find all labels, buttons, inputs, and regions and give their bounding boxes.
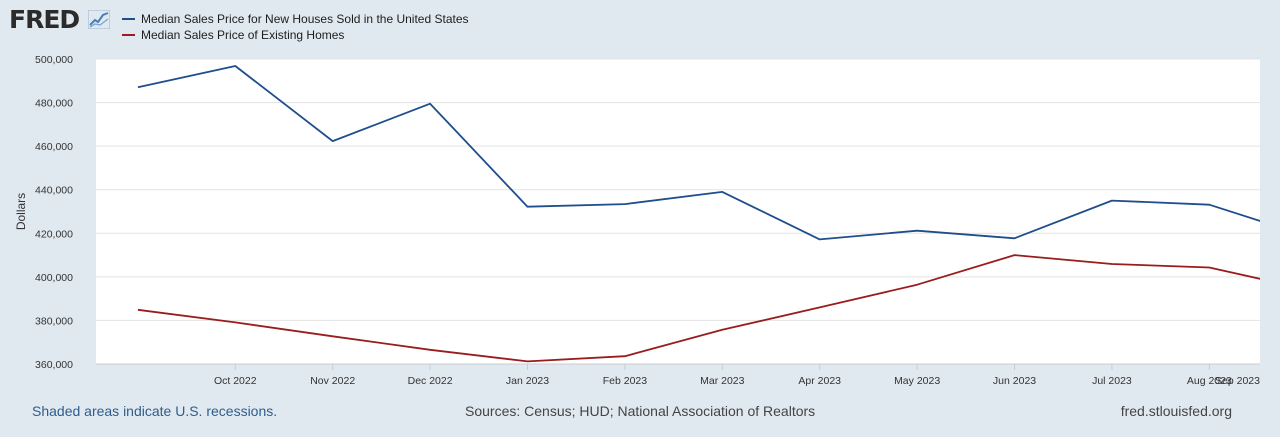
y-tick-label: 400,000 [35, 272, 73, 284]
x-tick-label: Apr 2023 [798, 375, 841, 387]
x-tick-label: Aug 2023 [1187, 375, 1232, 387]
y-tick-label: 360,000 [35, 359, 73, 371]
x-axis: Oct 2022 Nov 2022 Dec 2022 Jan 2023 Feb 2023… [96, 363, 1260, 387]
footer: Shaded areas indicate U.S. recessions. S… [0, 400, 1280, 424]
sources-text: Sources: Census; HUD; National Associati… [465, 403, 816, 419]
x-tick-label: Dec 2022 [408, 375, 453, 387]
recession-note[interactable]: Shaded areas indicate U.S. recessions. [32, 403, 278, 419]
x-tick-label: May 2023 [894, 375, 940, 387]
x-tick-label: Sep 2023 [1215, 375, 1260, 387]
y-tick-label: 420,000 [35, 228, 73, 240]
y-tick-label: 380,000 [35, 315, 73, 327]
line-chart: 360,000 380,000 400,000 420,000 440,000 460,0… [14, 54, 1280, 387]
x-tick-label: Feb 2023 [603, 375, 648, 387]
y-axis: 360,000 380,000 400,000 420,000 440,000 460,0… [35, 54, 73, 371]
y-tick-label: 440,000 [35, 185, 73, 197]
y-tick-label: 500,000 [35, 54, 73, 66]
series-lines [137, 65, 1280, 363]
legend-item-existing-homes[interactable]: Median Sales Price of Existing Homes [122, 27, 469, 43]
x-tick-label: Mar 2023 [700, 375, 745, 387]
x-tick-label: Jan 2023 [506, 375, 549, 387]
x-tick-label: Oct 2022 [214, 375, 257, 387]
line-chart-icon [88, 10, 110, 29]
legend-label-new-houses: Median Sales Price for New Houses Sold i… [141, 12, 469, 26]
fred-logo[interactable]: FRED [9, 5, 80, 34]
y-tick-label: 480,000 [35, 98, 73, 110]
series-line-existing-homes[interactable] [137, 254, 1280, 363]
legend-swatch-existing-homes [122, 34, 135, 36]
legend-item-new-houses[interactable]: Median Sales Price for New Houses Sold i… [122, 11, 469, 27]
x-tick-label: Jun 2023 [993, 375, 1036, 387]
y-tick-label: 460,000 [35, 141, 73, 153]
chart-legend: Median Sales Price for New Houses Sold i… [122, 11, 469, 43]
header: FRED Median Sales Price for New Houses S… [0, 0, 1280, 46]
x-tick-label: Nov 2022 [310, 375, 355, 387]
plot-area [96, 59, 1260, 364]
series-line-new-houses[interactable] [137, 65, 1280, 241]
x-tick-label: Jul 2023 [1092, 375, 1132, 387]
y-axis-label: Dollars [14, 193, 28, 230]
legend-swatch-new-houses [122, 18, 135, 20]
legend-label-existing-homes: Median Sales Price of Existing Homes [141, 28, 345, 42]
site-url[interactable]: fred.stlouisfed.org [1120, 403, 1232, 419]
